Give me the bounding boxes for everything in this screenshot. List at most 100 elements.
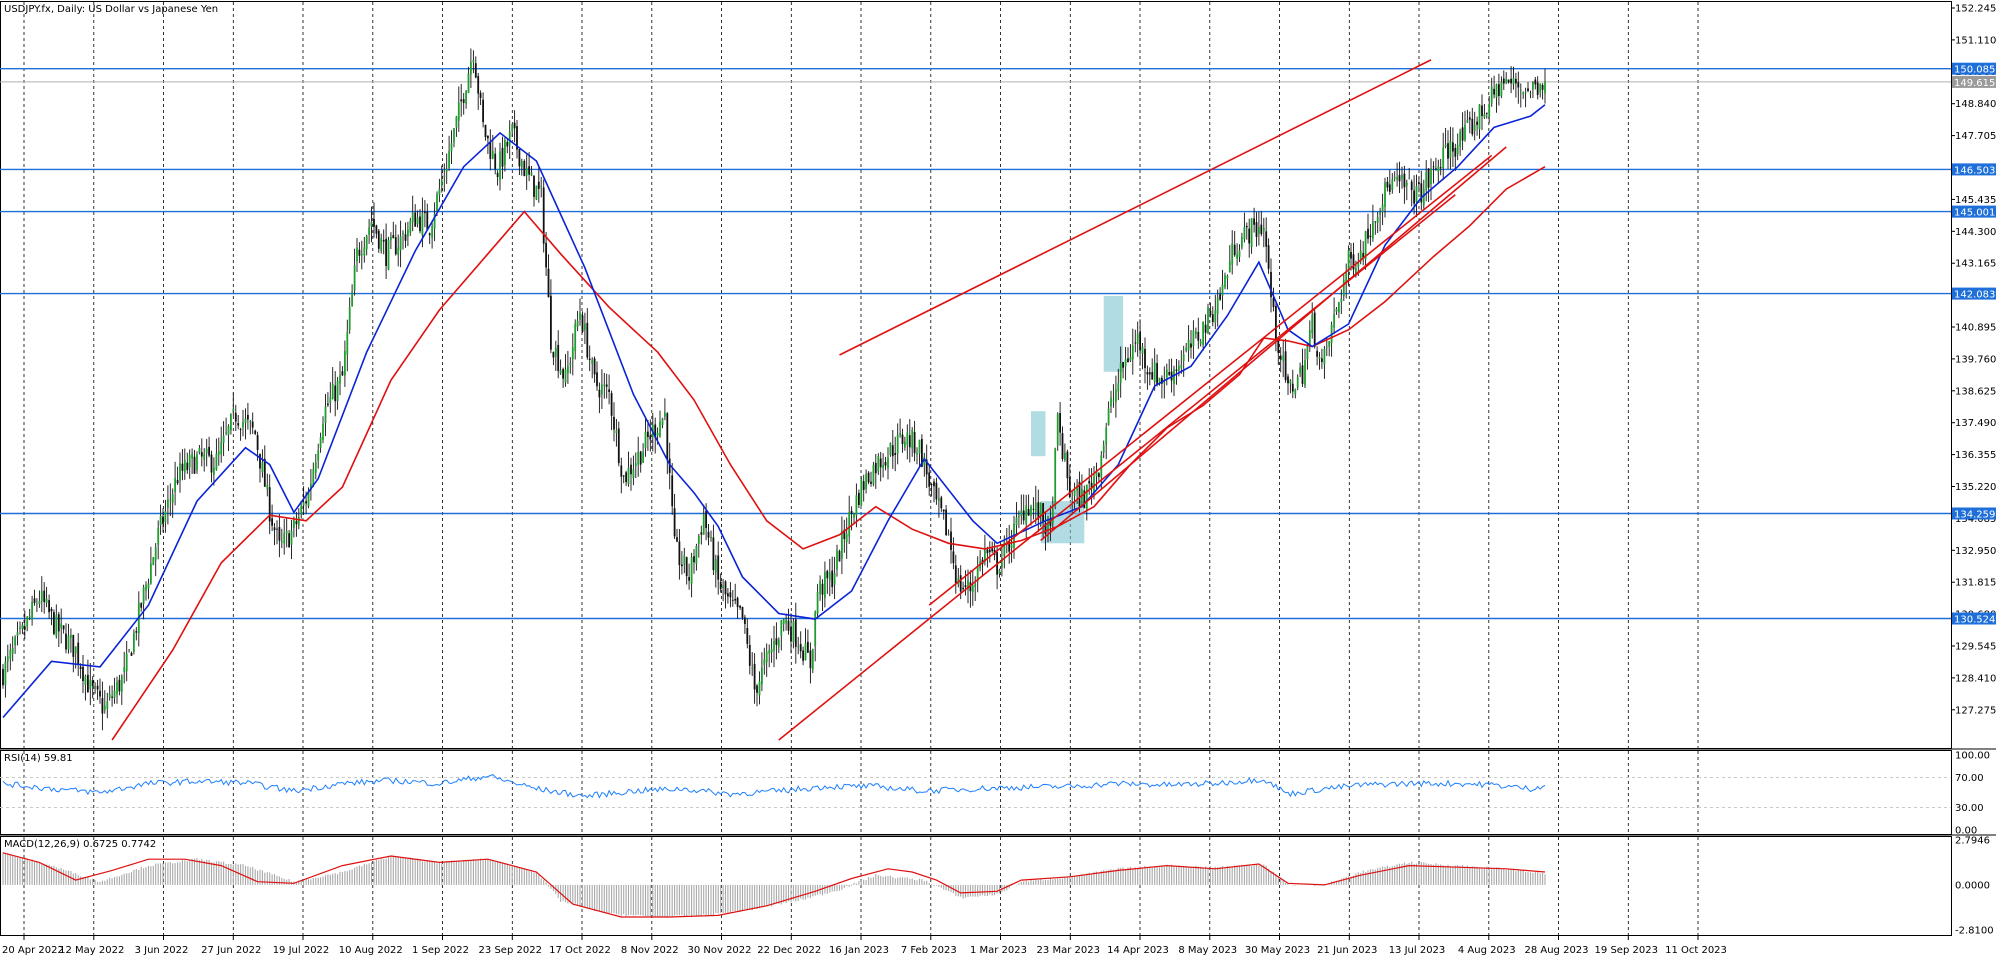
candle-body [1544,81,1546,94]
candle-body [639,451,642,465]
candle-body [1175,369,1178,371]
candle-body [722,585,724,588]
candle-body [1275,306,1277,340]
candle-body [1270,272,1272,298]
price-pane[interactable]: USDJPY.fx, Daily: US Dollar vs Japanese … [0,1,1952,749]
candle-body [627,467,630,484]
candle-body [377,230,380,249]
rsi-vertical-grid [23,751,1699,834]
candle-body [440,179,443,186]
candle-body [14,637,16,646]
candle-body [322,423,324,440]
macd-pane[interactable]: MACD(12,26,9) 0.6725 0.7742 [0,836,1952,936]
candle-body [135,631,138,633]
time-label: 1 Mar 2023 [970,945,1027,956]
candle-body [1115,389,1117,403]
candle-body [327,403,329,405]
candle-body [334,385,337,402]
candle-body [1018,515,1020,518]
candle-body [1168,372,1171,375]
candle-body [259,453,261,469]
macd-tick-label: 2.7946 [1955,836,1990,847]
candle-body [1519,90,1522,92]
time-label: 17 Oct 2022 [549,945,611,956]
candle-body [1357,262,1360,267]
time-label: 28 Aug 2023 [1524,945,1588,956]
candle-body [448,150,450,168]
candle-body [472,59,475,63]
candle-body [826,571,829,579]
candle-body [899,432,901,436]
rsi-axis: 100.00 70.00 30.00 0.00 [1955,751,1990,837]
candle-body [1020,510,1023,516]
candle-body [1299,367,1301,374]
candle-body [807,641,809,653]
candle-body [351,291,353,307]
candle-body [637,451,640,465]
candle-body [1068,477,1071,497]
candle-body [836,550,838,570]
candle-body [1318,357,1321,359]
candle-body [683,555,686,565]
candle-body [1144,348,1146,369]
candle-body [644,431,647,449]
candle-body [804,643,807,661]
level-flag [1952,205,1996,218]
candle-body [862,481,865,490]
rsi-pane[interactable]: RSI(14) 59.81 [0,750,1952,835]
candle-body [1025,505,1028,525]
candle-body [1022,510,1025,521]
candle-body [838,550,841,562]
candle-body [540,186,543,188]
price-pane-frame [0,1,1952,749]
candle-body [237,423,240,426]
candle-body [906,432,909,445]
price-tick-label: 127.275 [1955,705,1996,716]
candle-body [1515,78,1517,84]
candle-body [1490,86,1493,104]
macd-axis: 2.7946 0.0000 -2.8100 [1955,836,1994,937]
candle-body [1529,93,1532,94]
candle-body [584,323,586,330]
candle-body [894,453,897,455]
candle-body [1219,294,1221,300]
candle-body [356,247,358,262]
candle-body [1316,350,1318,357]
candle-body [518,149,521,167]
candle-body [147,583,150,589]
channel-lines[interactable] [778,59,1507,741]
candle-body [938,498,940,501]
candle-body [520,161,523,168]
current-price-flag [1952,75,1996,88]
candle-body [537,181,540,189]
candle-body [1277,340,1280,353]
vertical-grid [23,2,1699,748]
candle-body [159,515,162,526]
candle-body [438,188,441,196]
candle-body [1422,188,1425,206]
candle-body [1214,310,1217,323]
candle-body [833,572,836,585]
candle-body [474,63,477,78]
candle-body [36,604,38,606]
candle-body [552,352,555,358]
candle-body [1173,369,1175,385]
candle-body [402,233,404,235]
candle-body [295,520,298,525]
candle-body [617,428,620,464]
candle-body [1039,502,1042,517]
candle-body [62,625,65,630]
candle-body [865,474,867,489]
candle-body [324,406,327,423]
price-tick-label: 138.625 [1955,386,1996,397]
candle-body [1253,218,1255,225]
candle-body [1335,308,1338,312]
candle-body [1231,243,1234,265]
candle-body [1355,268,1357,274]
level-flag-label: 130.524 [1954,615,1995,626]
candle-body [870,481,872,484]
candle-body [714,559,717,573]
candle-body [1362,253,1365,259]
candle-body [87,674,89,693]
